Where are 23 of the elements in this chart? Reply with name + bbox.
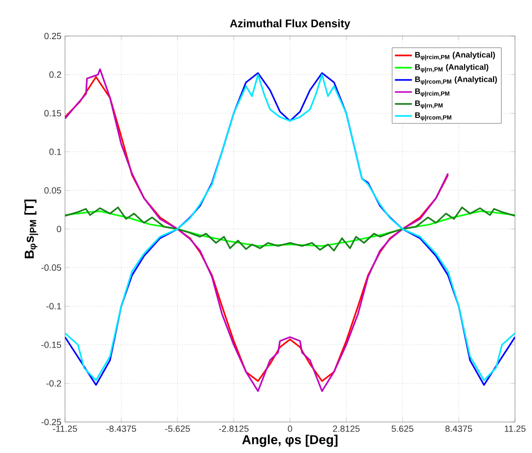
y-tick-label: 0.25 — [44, 32, 62, 40]
x-tick-label: -2.8125 — [218, 426, 249, 432]
y-tick-label: -0.25 — [41, 418, 62, 426]
y-tick-label: 0.2 — [49, 71, 62, 78]
x-tick-label: 5.625 — [392, 426, 414, 432]
chart-title: Azimuthal Flux Density — [230, 19, 350, 30]
y-tick-label: -0.15 — [41, 342, 62, 348]
y-tick-label: -0.05 — [41, 264, 62, 271]
x-axis-title: Angle, φs [Deg] — [242, 434, 338, 447]
y-tick-label: -0.1 — [46, 303, 62, 310]
y-axis-title: B$_{φ}$s$_{|PM}$ [T] — [24, 200, 38, 258]
y-tick-label: 0 — [56, 226, 62, 232]
x-tick-label: 8.4375 — [445, 426, 472, 432]
x-tick-label: -5.625 — [165, 426, 190, 432]
x-tick-label: -8.4375 — [106, 426, 136, 432]
x-tick-label: 2.8125 — [332, 426, 360, 432]
y-tick-label: 0.15 — [44, 110, 62, 116]
y-tick-label: 0.05 — [44, 187, 62, 194]
x-tick-label: 11.25 — [504, 426, 526, 432]
y-tick-label: -0.2 — [46, 380, 62, 387]
x-tick-label: 0 — [288, 426, 292, 432]
y-tick-label: 0.1 — [49, 148, 62, 155]
x-tick-label: -11.25 — [53, 426, 77, 432]
